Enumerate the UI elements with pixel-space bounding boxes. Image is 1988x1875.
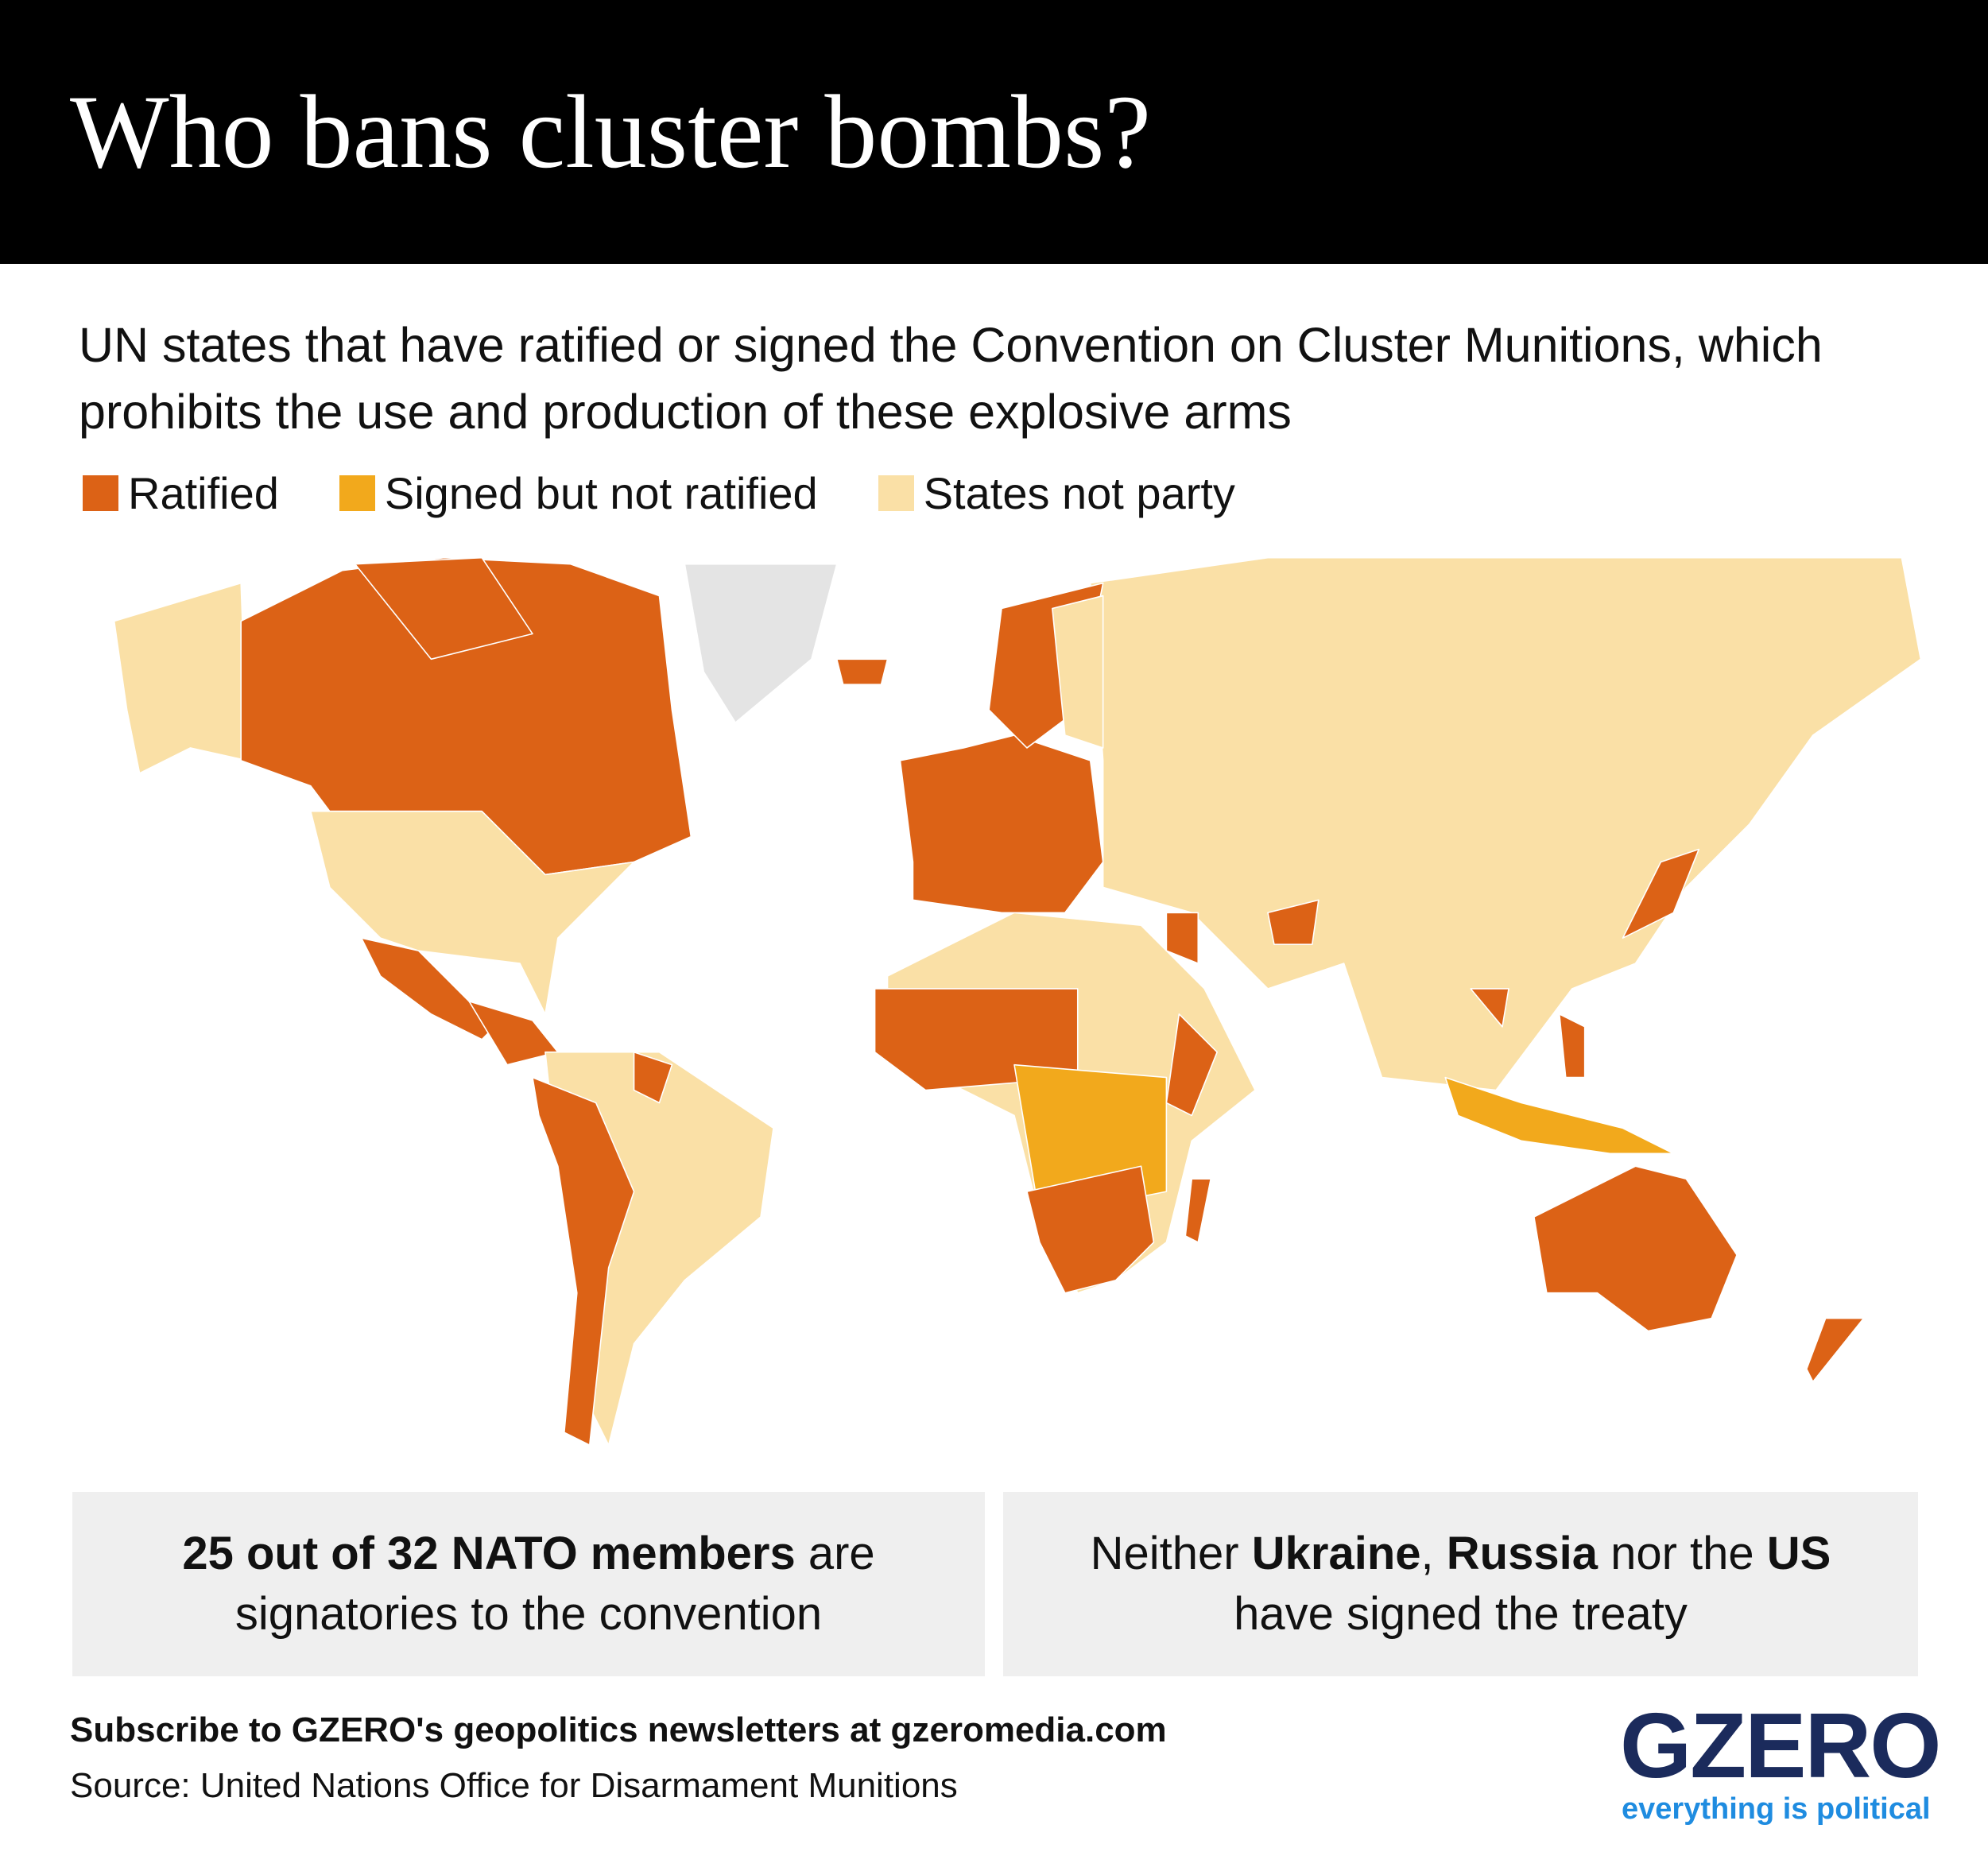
country-region xyxy=(874,988,1079,1091)
legend-swatch xyxy=(339,475,375,511)
callout: Neither Ukraine, Russia nor the US have … xyxy=(1003,1492,1918,1676)
country-region xyxy=(835,658,889,686)
country-region xyxy=(1165,1013,1218,1117)
legend-swatch xyxy=(878,475,914,511)
legend-label: Ratified xyxy=(128,468,279,518)
legend: Ratified Signed but not ratified States no… xyxy=(83,467,1296,519)
legend-item: States not party xyxy=(878,467,1235,519)
country-region xyxy=(899,734,1104,914)
country-region xyxy=(1165,912,1199,964)
legend-label: Signed but not ratified xyxy=(384,468,818,518)
callout-segment: US xyxy=(1766,1528,1831,1579)
callout-segment: Neither xyxy=(1090,1528,1252,1579)
subtitle: UN states that have ratified or signed t… xyxy=(79,318,1823,439)
callout-text: 25 out of 32 NATO members are signatorie… xyxy=(144,1524,913,1644)
callout-segment: 25 out of 32 NATO members xyxy=(182,1528,796,1579)
country-region xyxy=(532,1076,635,1446)
subscribe-note: Subscribe to GZERO's geopolitics newslet… xyxy=(70,1710,1167,1749)
country-region xyxy=(1622,848,1700,939)
callout-segment: Ukraine xyxy=(1251,1528,1421,1579)
country-region xyxy=(1184,1178,1212,1243)
header-band: Who bans cluster bombs? xyxy=(0,0,1988,264)
country-region xyxy=(1052,595,1104,749)
country-region xyxy=(1805,1317,1865,1383)
callout: 25 out of 32 NATO members are signatorie… xyxy=(72,1492,985,1676)
country-region xyxy=(113,582,248,774)
world-map xyxy=(113,556,1922,1446)
legend-item: Signed but not ratified xyxy=(339,467,818,519)
country-region xyxy=(1558,1013,1586,1079)
title: Who bans cluster bombs? xyxy=(70,73,1152,190)
country-region xyxy=(1470,988,1509,1028)
country-region xyxy=(354,556,533,661)
callout-text: Neither Ukraine, Russia nor the US have … xyxy=(1075,1524,1847,1644)
callout-segment: are signatories to the convention xyxy=(234,1528,888,1640)
callout-segment: , xyxy=(1420,1528,1447,1579)
legend-label: States not party xyxy=(923,468,1235,518)
callout-segment: have signed the treaty xyxy=(1234,1528,1844,1640)
country-region xyxy=(1089,556,1922,1091)
country-region xyxy=(1533,1165,1738,1332)
legend-item: Ratified xyxy=(83,467,279,519)
tagline: everything is political xyxy=(1622,1792,1931,1826)
country-region xyxy=(1267,899,1320,945)
country-region xyxy=(310,810,635,1015)
callout-segment: Russia xyxy=(1446,1528,1598,1579)
logo: GZERO xyxy=(1620,1694,1941,1797)
greenland xyxy=(684,563,838,723)
source-note: Source: United Nations Office for Disarm… xyxy=(70,1766,958,1805)
country-region xyxy=(1444,1076,1675,1155)
legend-swatch xyxy=(83,475,118,511)
callout-segment: nor the xyxy=(1597,1528,1767,1579)
country-region xyxy=(1026,1165,1155,1294)
country-region xyxy=(633,1051,673,1104)
